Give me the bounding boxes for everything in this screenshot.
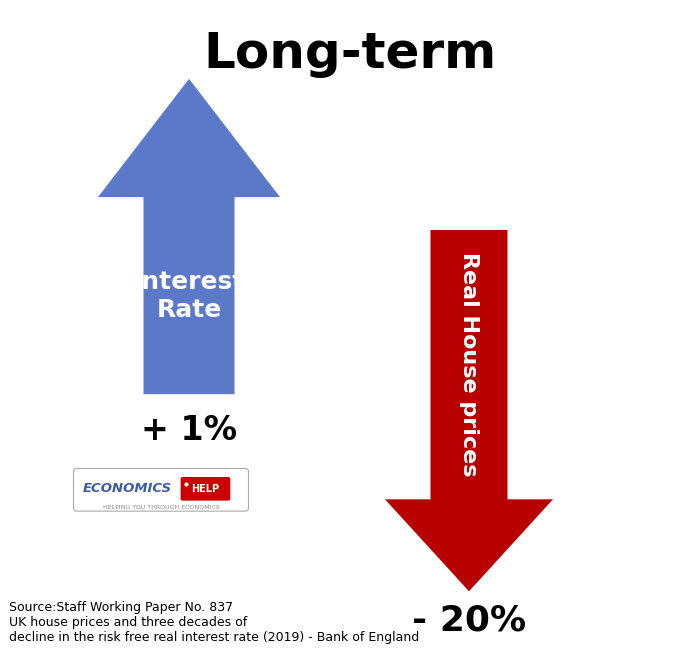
Polygon shape — [98, 79, 280, 394]
Polygon shape — [385, 230, 553, 591]
Text: + 1%: + 1% — [141, 414, 237, 447]
Text: HELP: HELP — [191, 484, 220, 494]
Text: Real House prices: Real House prices — [459, 252, 479, 477]
Text: - 20%: - 20% — [412, 604, 526, 638]
Text: HELPING YOU THROUGH ECONOMICS: HELPING YOU THROUGH ECONOMICS — [103, 505, 219, 510]
Text: Interest
Rate: Interest Rate — [133, 270, 245, 321]
Text: ECONOMICS: ECONOMICS — [83, 482, 172, 495]
Text: Long-term: Long-term — [204, 30, 496, 78]
Text: Source:Staff Working Paper No. 837
UK house prices and three decades of
decline : Source:Staff Working Paper No. 837 UK ho… — [9, 601, 419, 644]
FancyBboxPatch shape — [74, 468, 248, 511]
FancyBboxPatch shape — [181, 477, 230, 501]
